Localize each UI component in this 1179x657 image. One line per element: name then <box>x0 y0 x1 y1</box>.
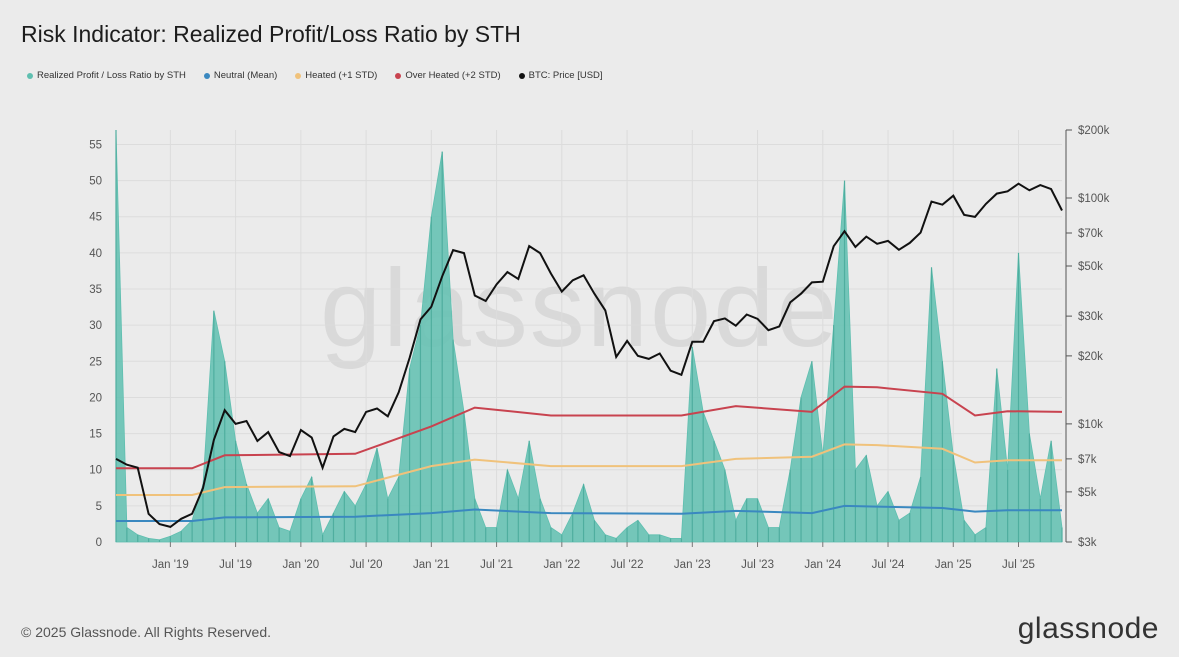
neutral-mean-line <box>116 504 1062 522</box>
x-tick-label: Jan '21 <box>413 559 450 571</box>
legend-item-heated[interactable]: Heated (+1 STD) <box>295 70 377 81</box>
y-right-tick-label: $200k <box>1078 125 1110 137</box>
y-left-tick-label: 30 <box>89 320 102 332</box>
x-tick-label: Jan '20 <box>282 559 319 571</box>
y-left-tick-label: 40 <box>89 248 102 260</box>
y-right-tick-label: $30k <box>1078 311 1103 323</box>
axes: 0 5 10 15 20 25 30 35 40 45 50 55 $3k $5k $7k $10k $20k $… <box>89 125 1109 571</box>
x-tick-label: Jul '24 <box>872 559 905 571</box>
y-right-tick-label: $50k <box>1078 261 1103 273</box>
legend-label-neutral: Neutral (Mean) <box>213 70 278 81</box>
legend-dot-overheated <box>395 72 402 79</box>
y-right-tick-label: $10k <box>1078 419 1103 431</box>
legend-label-heated: Heated (+1 STD) <box>305 70 378 81</box>
y-right-tick-label: $5k <box>1078 487 1097 499</box>
btc-price-line <box>115 182 1063 528</box>
x-tick-label: Jan '25 <box>935 559 972 571</box>
y-left-tick-label: 15 <box>89 429 102 441</box>
legend-dot-price <box>518 72 525 79</box>
y-right-tick-label: $70k <box>1078 228 1103 240</box>
y-right-tick-label: $100k <box>1078 193 1110 205</box>
y-left-tick-label: 25 <box>89 356 102 368</box>
y-left-tick-label: 5 <box>96 501 102 513</box>
legend-dot-neutral <box>203 72 210 79</box>
x-tick-label: Jan '22 <box>543 559 580 571</box>
x-tick-label: Jul '20 <box>350 559 383 571</box>
y-left-tick-label: 0 <box>96 537 102 549</box>
overheated-line <box>116 385 1063 470</box>
y-left-tick-label: 45 <box>89 212 102 224</box>
y-right-tick-label: $3k <box>1078 537 1097 549</box>
x-tick-label: Jul '19 <box>219 559 252 571</box>
legend-item-neutral[interactable]: Neutral (Mean) <box>203 70 278 81</box>
y-left-tick-label: 20 <box>89 392 102 404</box>
legend-label-ratio: Realized Profit / Loss Ratio by STH <box>37 70 186 81</box>
x-tick-label: Jul '25 <box>1002 559 1035 571</box>
y-right-tick-label: $20k <box>1078 351 1103 363</box>
heated-line <box>116 443 1062 496</box>
x-tick-label: Jan '24 <box>804 559 841 571</box>
x-tick-label: Jul '22 <box>611 559 644 571</box>
x-tick-label: Jul '23 <box>741 559 774 571</box>
ratio-area-layer <box>115 129 1063 543</box>
x-tick-label: Jan '19 <box>152 559 189 571</box>
chart-title: Risk Indicator: Realized Profit/Loss Rat… <box>21 21 521 47</box>
watermark: glassnode <box>320 247 840 370</box>
x-tick-label: Jan '23 <box>674 559 711 571</box>
copyright-footer: © 2025 Glassnode. All Rights Reserved. <box>21 624 272 640</box>
legend-dot-heated <box>295 72 302 79</box>
legend-item-price[interactable]: BTC: Price [USD] <box>518 70 603 81</box>
y-left-tick-label: 10 <box>89 465 102 477</box>
legend-label-overheated: Over Heated (+2 STD) <box>405 70 501 81</box>
legend-item-overheated[interactable]: Over Heated (+2 STD) <box>395 70 501 81</box>
y-right-tick-label: $7k <box>1078 454 1097 466</box>
glassnode-logo[interactable]: glassnode <box>1017 612 1159 645</box>
ratio-area <box>115 129 1063 543</box>
legend-dot-ratio <box>27 72 33 79</box>
y-left-tick-label: 35 <box>89 284 102 296</box>
x-tick-label: Jul '21 <box>480 559 513 571</box>
legend-label-price: BTC: Price [USD] <box>528 70 603 81</box>
y-left-tick-label: 55 <box>89 139 102 151</box>
price-line-layer <box>115 182 1063 528</box>
legend: Realized Profit / Loss Ratio by STH Neut… <box>27 70 603 81</box>
y-left-tick-label: 50 <box>89 176 102 188</box>
legend-item-ratio[interactable]: Realized Profit / Loss Ratio by STH <box>27 70 186 81</box>
